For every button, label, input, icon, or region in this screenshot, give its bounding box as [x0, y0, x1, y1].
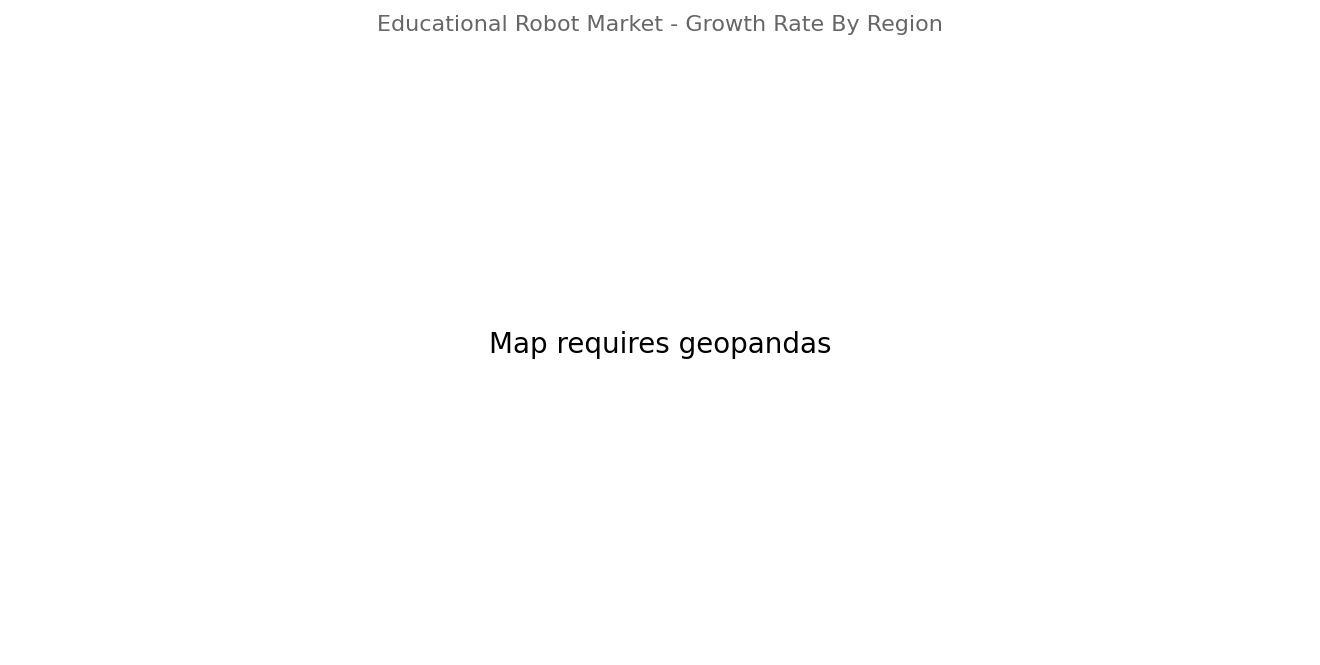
Text: Map requires geopandas: Map requires geopandas — [488, 331, 832, 358]
Title: Educational Robot Market - Growth Rate By Region: Educational Robot Market - Growth Rate B… — [378, 15, 942, 35]
